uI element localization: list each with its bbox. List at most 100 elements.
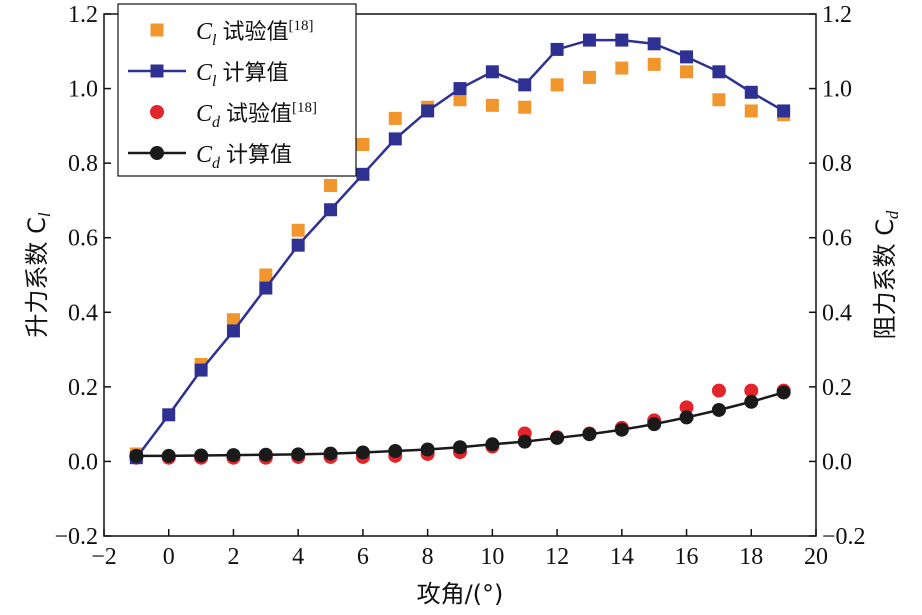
data-point (550, 42, 564, 56)
x-tick-label: 12 (545, 544, 569, 570)
data-point (776, 385, 791, 400)
data-point (323, 446, 338, 461)
data-point (453, 440, 467, 455)
legend-marker (150, 146, 164, 160)
data-point (258, 447, 273, 462)
data-point (647, 57, 661, 71)
y-right-tick-label: 0.2 (822, 375, 852, 401)
data-point (388, 132, 402, 146)
data-point (388, 443, 403, 458)
data-point (647, 417, 662, 432)
legend-symbol: C (196, 101, 213, 127)
y-left-tick-label: 0.8 (68, 151, 98, 177)
data-point (744, 394, 759, 409)
data-point (161, 448, 176, 463)
legend-marker (150, 23, 164, 37)
data-point (194, 448, 209, 463)
data-point (518, 100, 532, 114)
legend-text: 试验值 (222, 20, 288, 45)
data-point (162, 408, 176, 422)
data-point (680, 50, 694, 64)
x-tick-label: 14 (610, 544, 634, 570)
data-point (712, 65, 726, 79)
data-point (226, 324, 240, 338)
data-point (291, 223, 305, 237)
y-right-title-sub: d (883, 210, 902, 219)
legend-symbol: C (196, 60, 213, 86)
legend-label: Cd 计算值 (196, 142, 292, 172)
y-right-tick-label: 1.0 (822, 77, 852, 103)
data-point (615, 33, 629, 47)
data-point (259, 268, 273, 282)
y-left-title-sub: l (35, 212, 54, 217)
data-point (129, 448, 144, 463)
legend-label: Cd 试验值[18] (196, 100, 317, 131)
data-point (420, 442, 435, 457)
y-right-tick-label: 0.4 (822, 300, 852, 326)
data-point (647, 37, 661, 51)
x-tick-label: 18 (739, 544, 763, 570)
data-point (194, 363, 208, 377)
y-right-tick-label: 0.8 (822, 151, 852, 177)
y-left-title-text: 升力系数 C (23, 217, 51, 337)
x-tick-label: 20 (804, 544, 828, 570)
y-right-tick-label: 0.6 (822, 226, 852, 252)
series-3 (129, 385, 791, 463)
data-point (356, 167, 370, 181)
x-tick-label: 4 (292, 544, 304, 570)
data-point (259, 281, 273, 295)
data-point (744, 85, 758, 99)
y-right-tick-label: 0.0 (822, 449, 852, 475)
data-point (517, 434, 532, 449)
legend-subscript: l (212, 32, 217, 49)
y-right-tick-label: −0.2 (822, 524, 866, 550)
x-tick-label: 6 (357, 544, 369, 570)
y-left-tick-label: 1.2 (68, 2, 98, 28)
data-point (356, 138, 370, 151)
data-point (582, 427, 597, 442)
y-right-tick-label: 1.2 (822, 2, 852, 28)
data-point (291, 447, 306, 462)
data-point (744, 104, 758, 118)
y-axis-right-title: 阻力系数 Cd (871, 210, 902, 339)
y-right-title-text: 阻力系数 C (871, 219, 899, 339)
data-point (711, 383, 726, 398)
legend-text: 计算值 (222, 61, 288, 86)
legend-text: 试验值 (226, 102, 292, 127)
x-tick-label: 0 (163, 544, 175, 570)
data-point (453, 82, 467, 96)
axis-ticks: −2 0 2 4 6 8 10 12 14 16 18 20−0.2 −0.20.0 0.00.2 0.20… (54, 2, 865, 570)
data-point (679, 400, 694, 415)
data-point (550, 78, 564, 92)
data-point (680, 65, 694, 79)
x-tick-label: 16 (675, 544, 699, 570)
x-tick-label: 8 (422, 544, 434, 570)
data-point (324, 179, 338, 193)
y-left-tick-label: 1.0 (68, 77, 98, 103)
legend-marker (150, 105, 164, 119)
legend-subscript: d (212, 114, 221, 131)
legend-symbol: C (196, 142, 213, 168)
data-point (582, 70, 596, 84)
data-point (485, 98, 499, 112)
data-point (744, 383, 759, 398)
legend-label: Cl 计算值 (196, 60, 288, 90)
legend-ref: [18] (292, 100, 317, 116)
data-point (355, 445, 370, 460)
y-axis-left-title: 升力系数 Cl (23, 212, 54, 337)
data-point (421, 104, 435, 118)
series-layer (129, 33, 791, 465)
data-point (712, 93, 726, 107)
data-point (679, 410, 694, 425)
data-point (485, 437, 500, 452)
data-point (485, 65, 499, 79)
data-point (453, 93, 467, 107)
x-tick-label: −2 (91, 544, 117, 570)
legend-symbol: C (196, 19, 213, 45)
data-point (582, 33, 596, 47)
data-point (291, 238, 305, 252)
data-point (226, 313, 240, 327)
x-axis-title: 攻角/(°) (417, 580, 504, 608)
y-left-tick-label: 0.2 (68, 375, 98, 401)
